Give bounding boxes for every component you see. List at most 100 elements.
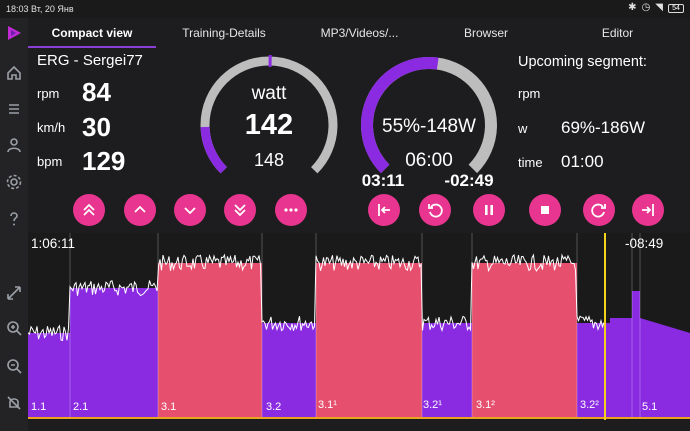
wifi-icon: ◥ (655, 2, 663, 13)
restart-icon (428, 203, 443, 218)
bpm-value: 129 (82, 146, 126, 176)
double-down-button[interactable] (224, 194, 256, 226)
side-rail (0, 18, 28, 431)
upcoming-time-label: time (518, 155, 543, 170)
pause-icon (485, 205, 493, 215)
alarm-icon: ◷ (641, 2, 651, 13)
restart-button[interactable] (419, 194, 451, 226)
segment-target: 55%-148W (382, 116, 476, 137)
rpm-value: 84 (82, 77, 111, 107)
refresh-button[interactable] (583, 194, 615, 226)
speed-value: 30 (82, 112, 111, 142)
logo-icon[interactable] (5, 24, 23, 42)
segment-label: 2.1 (73, 401, 89, 413)
tab-browser[interactable]: Browser (463, 26, 508, 40)
active-tab-indicator (28, 46, 156, 48)
segment-label: 3.1² (476, 399, 495, 411)
chart-power-trace (27, 253, 605, 342)
segment-label: 3.2² (580, 399, 599, 411)
home-icon[interactable] (5, 64, 23, 82)
tab-editor[interactable]: Editor (601, 26, 634, 40)
status-date: Вт, 20 Янв (31, 4, 74, 14)
status-time: 18:03 (6, 4, 29, 14)
person-icon[interactable] (5, 136, 23, 154)
segment-label: 3.2¹ (423, 399, 442, 411)
power-unit: watt (251, 83, 287, 104)
tab-bar: Compact view Training-Details MP3/Videos… (28, 18, 690, 48)
workout-chart-plot[interactable] (27, 233, 690, 420)
upcoming-rpm-label: rpm (518, 86, 541, 101)
chart-segment-bar (70, 288, 158, 418)
chart-segment-bar (577, 323, 605, 418)
rpm-label: rpm (37, 86, 60, 101)
segment-label: 5.1 (642, 401, 658, 413)
power-gauge-fill (200, 126, 228, 174)
pause-button[interactable] (473, 194, 505, 226)
bell-off-icon[interactable] (5, 394, 23, 412)
upcoming-w-value: 69%-186W (561, 118, 646, 137)
chart-segment-bar (472, 263, 577, 418)
segment-elapsed: 03:11 (361, 171, 405, 190)
status-clock: 18:03 Вт, 20 Янв (6, 4, 74, 14)
more-button[interactable] (275, 194, 307, 226)
chart-segment-bar (632, 291, 640, 418)
speed-label: km/h (37, 120, 66, 135)
skip-back-button[interactable] (368, 194, 400, 226)
power-value: 142 (244, 109, 294, 141)
down-button[interactable] (174, 194, 206, 226)
chart-segment-bar (262, 323, 316, 418)
bluetooth-icon: ✱ (628, 2, 637, 13)
double-down-icon (234, 204, 246, 217)
workout-chart[interactable]: 1:06:11 -08:49 1.1 2.1 3.1 3.2 3.1¹ 3.2¹… (27, 233, 690, 420)
power-target: 148 (253, 150, 285, 170)
chart-segment-bar (422, 323, 472, 418)
skip-forward-button[interactable] (632, 194, 664, 226)
status-icons: ✱ ◷ ◥ 54 (628, 3, 684, 13)
workout-title: ERG - Sergei77 (37, 52, 143, 69)
skip-forward-icon (642, 204, 654, 216)
chart-ramp-segment (640, 318, 690, 418)
segment-duration: 06:00 (405, 150, 453, 171)
expand-icon[interactable] (5, 284, 23, 302)
up-icon (134, 205, 146, 213)
tab-training-details[interactable]: Training-Details (182, 26, 266, 40)
down-icon (184, 207, 196, 215)
chart-segment-bar (28, 333, 70, 418)
segment-label: 3.1 (161, 401, 177, 413)
bpm-label: bpm (37, 154, 63, 169)
gear-icon[interactable] (5, 173, 23, 191)
upcoming-time-value: 01:00 (561, 152, 604, 171)
help-icon[interactable] (5, 210, 23, 228)
more-icon (284, 208, 298, 212)
battery-icon: 54 (668, 3, 684, 13)
power-gauge (200, 54, 338, 174)
segment-label: 1.1 (31, 401, 47, 413)
double-up-icon (83, 203, 95, 216)
segment-label: 3.1¹ (318, 399, 337, 411)
refresh-icon (591, 203, 606, 218)
chart-segment-bar (158, 263, 262, 418)
segment-gauge (361, 57, 497, 174)
tab-compact-view[interactable]: Compact view (51, 26, 133, 40)
upcoming-title: Upcoming segment: (518, 54, 647, 70)
segment-gauge-fill (361, 57, 439, 174)
upcoming-w-label: w (518, 121, 528, 136)
tab-media[interactable]: MP3/Videos/... (320, 26, 399, 40)
list-icon[interactable] (5, 100, 23, 118)
status-bar: 18:03 Вт, 20 Янв ✱ ◷ ◥ 54 (0, 0, 690, 18)
chart-elapsed: 1:06:11 (31, 236, 76, 251)
chart-remaining: -08:49 (625, 236, 664, 251)
zoom-in-icon[interactable] (5, 319, 23, 337)
chart-segment-bar (610, 318, 632, 418)
stop-icon (541, 206, 549, 214)
up-button[interactable] (124, 194, 156, 226)
segment-remaining: -02:49 (444, 171, 494, 190)
chart-segment-bar (605, 323, 610, 418)
chart-segment-bar (316, 263, 422, 418)
skip-back-icon (378, 204, 390, 216)
segment-label: 3.2 (266, 401, 282, 413)
zoom-out-icon[interactable] (5, 357, 23, 375)
stop-button[interactable] (529, 194, 561, 226)
double-up-button[interactable] (73, 194, 105, 226)
